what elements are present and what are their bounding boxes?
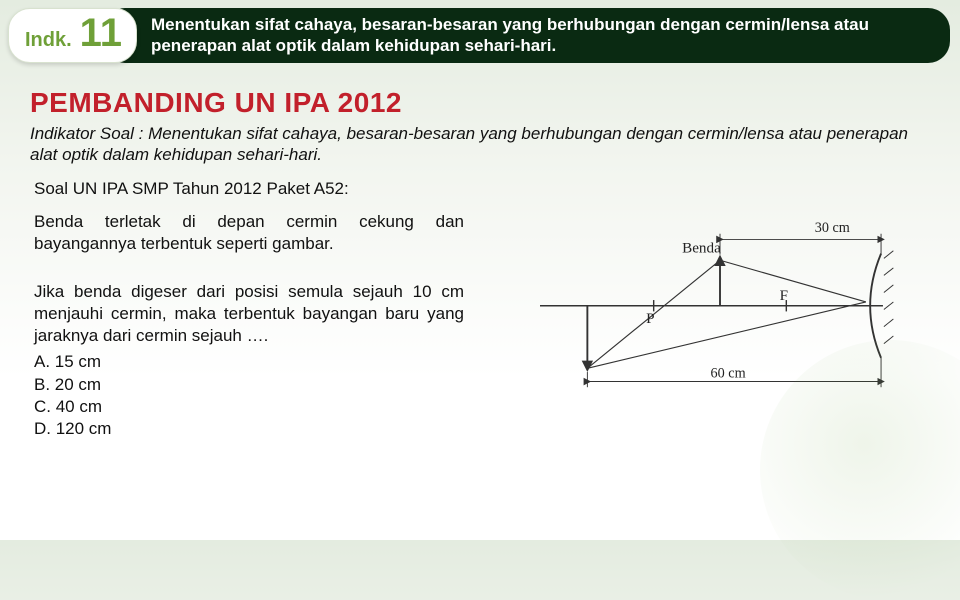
label-p: P xyxy=(646,310,654,327)
header-description: Menentukan sifat cahaya, besaran-besaran… xyxy=(103,8,950,63)
badge-label: Indk. xyxy=(25,29,72,52)
label-30cm: 30 cm xyxy=(815,220,850,236)
page-title: PEMBANDING UN IPA 2012 xyxy=(30,87,930,119)
option-a: A. 15 cm xyxy=(34,351,464,373)
label-f: F xyxy=(780,287,788,304)
option-d: D. 120 cm xyxy=(34,418,464,440)
indicator-text: Indikator Soal : Menentukan sifat cahaya… xyxy=(30,123,930,166)
question-p2: Jika benda digeser dari posisi semula se… xyxy=(34,281,464,347)
label-60cm: 60 cm xyxy=(711,366,746,382)
option-c: C. 40 cm xyxy=(34,396,464,418)
option-b: B. 20 cm xyxy=(34,374,464,396)
question-source: Soal UN IPA SMP Tahun 2012 Paket A52: xyxy=(34,179,930,199)
answer-options: A. 15 cm B. 20 cm C. 40 cm D. 120 cm xyxy=(34,351,464,439)
label-benda: Benda xyxy=(682,240,721,257)
question-text: Benda terletak di depan cermin cekung da… xyxy=(34,211,464,440)
indicator-badge: Indk. 11 xyxy=(8,8,137,63)
question-p1: Benda terletak di depan cermin cekung da… xyxy=(34,211,464,255)
badge-number: 11 xyxy=(80,13,122,53)
